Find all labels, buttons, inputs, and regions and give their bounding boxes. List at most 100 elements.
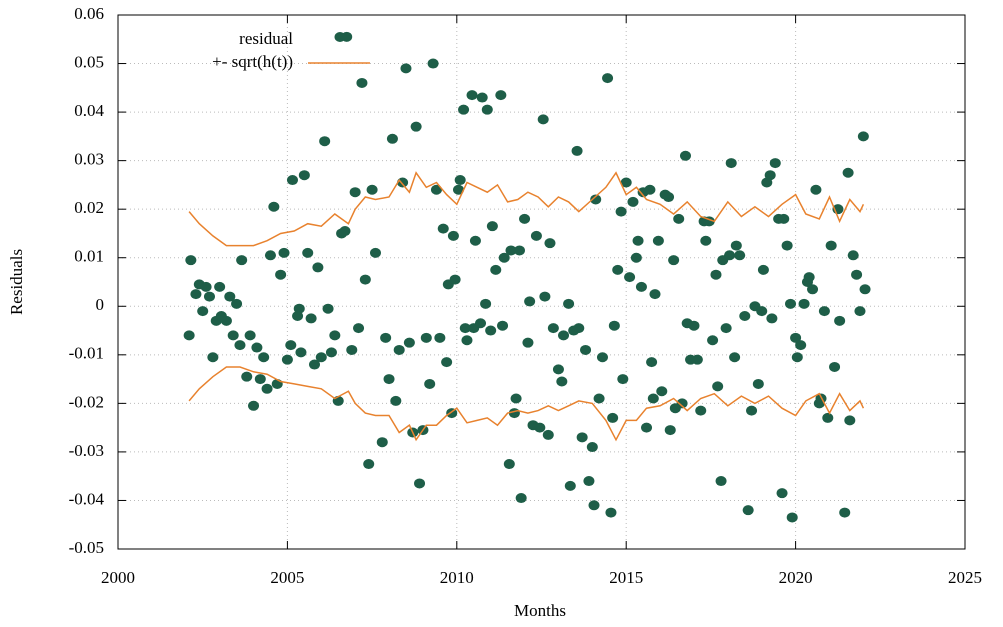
y-tick-label: 0.02 bbox=[74, 198, 104, 217]
residual-point bbox=[839, 507, 851, 518]
residual-point bbox=[224, 291, 236, 302]
residual-point bbox=[756, 306, 768, 317]
residual-point bbox=[851, 269, 863, 280]
residual-point bbox=[757, 264, 769, 275]
residual-point bbox=[825, 240, 837, 251]
residual-point bbox=[185, 255, 197, 266]
residual-point bbox=[790, 332, 802, 343]
residual-point bbox=[183, 330, 195, 341]
residual-point bbox=[420, 332, 432, 343]
residual-point bbox=[424, 378, 436, 389]
residual-point bbox=[346, 344, 358, 355]
x-tick-label: 2025 bbox=[948, 568, 982, 587]
residual-point bbox=[766, 313, 778, 324]
residual-point bbox=[200, 281, 212, 292]
residual-point bbox=[791, 352, 803, 363]
residual-point bbox=[647, 393, 659, 404]
x-tick-label: 2010 bbox=[440, 568, 474, 587]
residual-point bbox=[469, 235, 481, 246]
legend-label: residual bbox=[239, 29, 293, 48]
residual-point bbox=[295, 347, 307, 358]
residual-point bbox=[486, 221, 498, 232]
residual-point bbox=[847, 250, 859, 261]
residual-point bbox=[286, 175, 298, 186]
residual-point bbox=[309, 359, 321, 370]
residual-point bbox=[776, 488, 788, 499]
residual-point bbox=[356, 77, 368, 88]
residual-point bbox=[383, 374, 395, 385]
residual-point bbox=[641, 422, 653, 433]
y-tick-label: -0.03 bbox=[69, 441, 104, 460]
residual-point bbox=[220, 315, 232, 326]
residual-point bbox=[466, 90, 478, 101]
residual-point bbox=[393, 344, 405, 355]
residual-point bbox=[656, 386, 668, 397]
residual-point bbox=[544, 238, 556, 249]
residual-point bbox=[673, 213, 685, 224]
residual-point bbox=[571, 145, 583, 156]
y-tick-label: 0.06 bbox=[74, 4, 104, 23]
residual-point bbox=[298, 170, 310, 181]
residual-point bbox=[519, 213, 531, 224]
residual-point bbox=[539, 291, 551, 302]
residual-point bbox=[485, 325, 497, 336]
residual-point bbox=[563, 298, 575, 309]
residual-point bbox=[244, 330, 256, 341]
y-tick-label: 0.05 bbox=[74, 52, 104, 71]
residual-point bbox=[707, 335, 719, 346]
residual-point bbox=[720, 323, 732, 334]
residual-point bbox=[390, 395, 402, 406]
residual-point bbox=[447, 230, 459, 241]
residual-point bbox=[190, 289, 202, 300]
residual-point bbox=[769, 158, 781, 169]
y-tick-label: 0.04 bbox=[74, 101, 104, 120]
residual-point bbox=[620, 177, 632, 188]
residual-point bbox=[410, 121, 422, 132]
residual-point bbox=[261, 383, 273, 394]
residual-point bbox=[400, 63, 412, 74]
y-tick-label: -0.01 bbox=[69, 344, 104, 363]
residual-point bbox=[234, 340, 246, 351]
residual-point bbox=[268, 201, 280, 212]
residual-point bbox=[586, 442, 598, 453]
residual-point bbox=[349, 187, 361, 198]
residual-point bbox=[635, 281, 647, 292]
residual-point bbox=[646, 357, 658, 368]
residual-point bbox=[475, 318, 487, 329]
residual-point bbox=[630, 252, 642, 263]
x-tick-label: 2015 bbox=[609, 568, 643, 587]
residual-point bbox=[264, 250, 276, 261]
residual-point bbox=[785, 298, 797, 309]
residual-point bbox=[480, 298, 492, 309]
residual-point bbox=[725, 158, 737, 169]
x-tick-label: 2000 bbox=[101, 568, 135, 587]
residual-point bbox=[359, 274, 371, 285]
residual-point bbox=[730, 240, 742, 251]
y-tick-label: 0.03 bbox=[74, 150, 104, 169]
residual-point bbox=[764, 170, 776, 181]
residual-point bbox=[857, 131, 869, 142]
residual-point bbox=[366, 184, 378, 195]
residual-point bbox=[676, 398, 688, 409]
residual-point bbox=[842, 167, 854, 178]
residual-point bbox=[752, 378, 764, 389]
residual-point bbox=[380, 332, 392, 343]
residual-point bbox=[859, 284, 871, 295]
residual-point bbox=[615, 206, 627, 217]
residual-point bbox=[786, 512, 798, 523]
residual-point bbox=[580, 344, 592, 355]
x-tick-label: 2020 bbox=[779, 568, 813, 587]
residual-point bbox=[481, 104, 493, 115]
residual-point bbox=[490, 264, 502, 275]
residual-point bbox=[558, 330, 570, 341]
y-tick-label: 0.01 bbox=[74, 247, 104, 266]
residual-point bbox=[319, 136, 331, 147]
residual-point bbox=[534, 422, 546, 433]
residual-point bbox=[781, 240, 793, 251]
residual-point bbox=[607, 412, 619, 423]
residual-point bbox=[363, 459, 375, 470]
residual-point bbox=[214, 281, 226, 292]
residual-point bbox=[510, 393, 522, 404]
residual-point bbox=[807, 284, 819, 295]
residual-point bbox=[397, 177, 409, 188]
